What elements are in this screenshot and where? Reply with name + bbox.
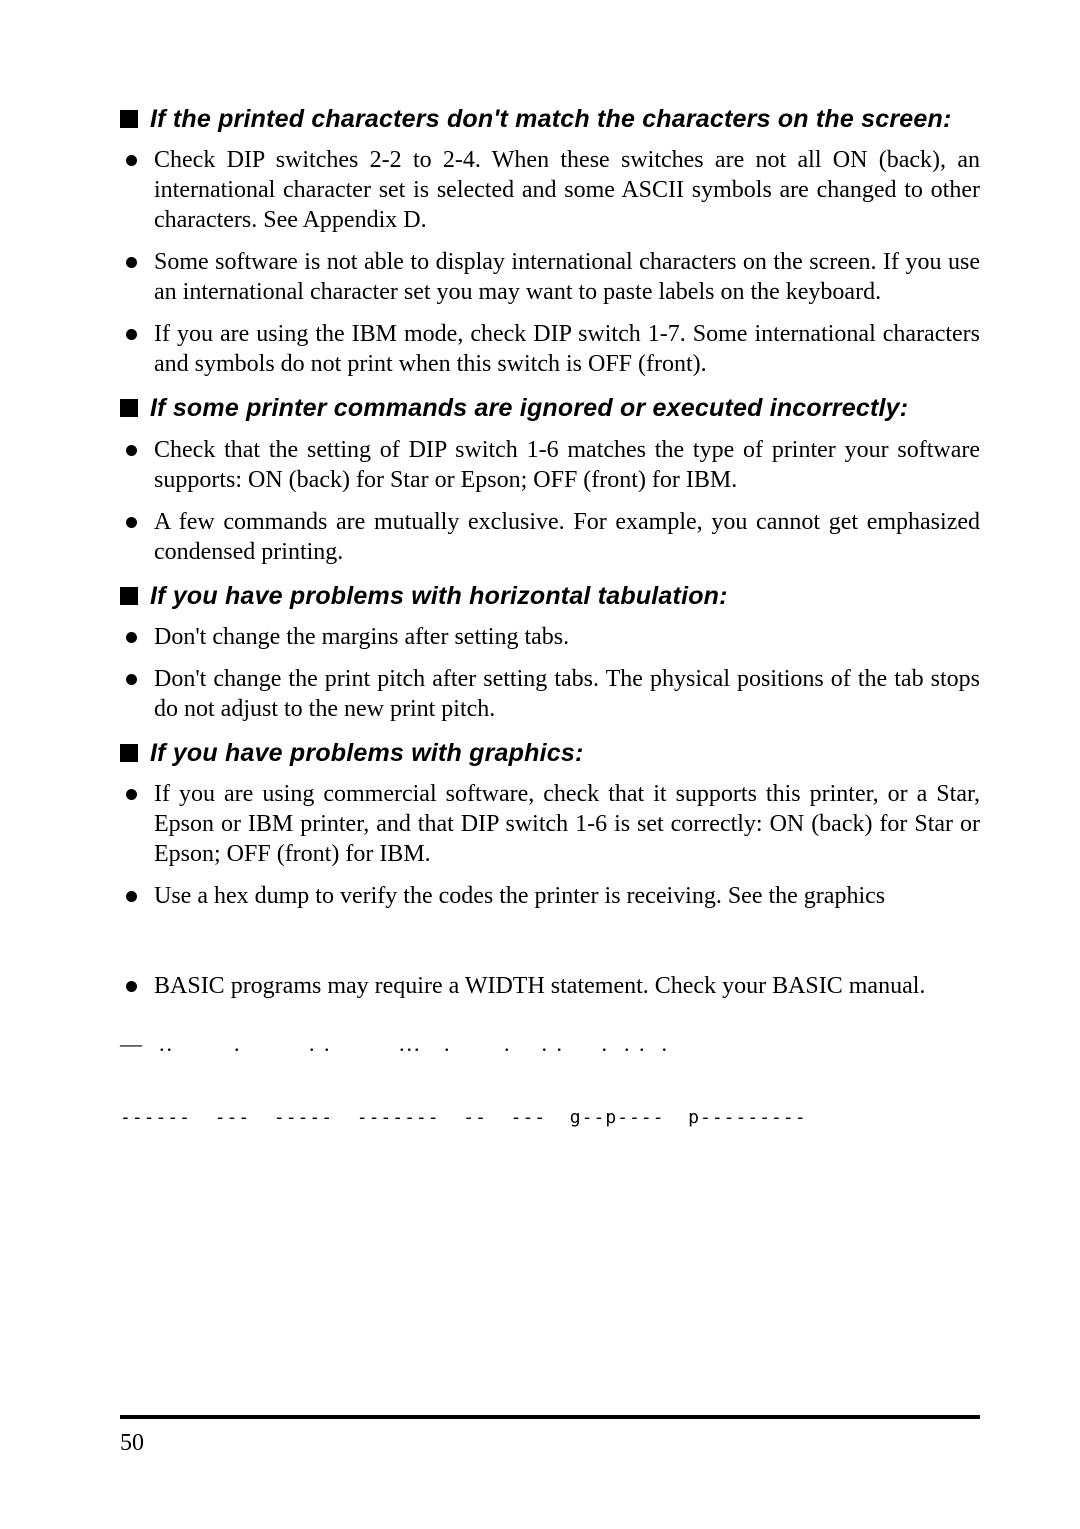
list-item: A few commands are mutually exclusive. F… xyxy=(120,507,980,567)
section-heading-3: If you have problems with horizontal tab… xyxy=(120,581,980,612)
list-item: If you are using commercial software, ch… xyxy=(120,779,980,869)
illegible-fragment: — .. . . . ... . . . . . . . . xyxy=(120,1031,980,1057)
section-heading-2: If some printer commands are ignored or … xyxy=(120,393,980,424)
document-page: If the printed characters don't match th… xyxy=(0,0,1080,1529)
section-heading-4: If you have problems with graphics: xyxy=(120,738,980,769)
list-item: BASIC programs may require a WIDTH state… xyxy=(120,971,980,1001)
footer-rule xyxy=(120,1415,980,1419)
square-bullet-icon xyxy=(120,110,138,128)
heading-text: If some printer commands are ignored or … xyxy=(150,393,908,424)
list-item: Don't change the margins after setting t… xyxy=(120,622,980,652)
list-item: Some software is not able to display int… xyxy=(120,247,980,307)
list-item: Use a hex dump to verify the codes the p… xyxy=(120,881,980,911)
square-bullet-icon xyxy=(120,399,138,417)
page-number: 50 xyxy=(120,1430,144,1457)
bullet-list-2: Check that the setting of DIP switch 1-6… xyxy=(120,435,980,567)
heading-text: If the printed characters don't match th… xyxy=(150,104,952,135)
bullet-list-4: If you are using commercial software, ch… xyxy=(120,779,980,1001)
illegible-fragment: ------ --- ----- ------- -- --- g--p----… xyxy=(120,1107,980,1128)
list-item: Check that the setting of DIP switch 1-6… xyxy=(120,435,980,495)
bullet-list-3: Don't change the margins after setting t… xyxy=(120,622,980,724)
list-item: If you are using the IBM mode, check DIP… xyxy=(120,319,980,379)
square-bullet-icon xyxy=(120,587,138,605)
list-item: Check DIP switches 2-2 to 2-4. When thes… xyxy=(120,145,980,235)
square-bullet-icon xyxy=(120,744,138,762)
heading-text: If you have problems with horizontal tab… xyxy=(150,581,728,612)
bullet-list-1: Check DIP switches 2-2 to 2-4. When thes… xyxy=(120,145,980,379)
list-item: Don't change the print pitch after setti… xyxy=(120,664,980,724)
heading-text: If you have problems with graphics: xyxy=(150,738,583,769)
section-heading-1: If the printed characters don't match th… xyxy=(120,104,980,135)
